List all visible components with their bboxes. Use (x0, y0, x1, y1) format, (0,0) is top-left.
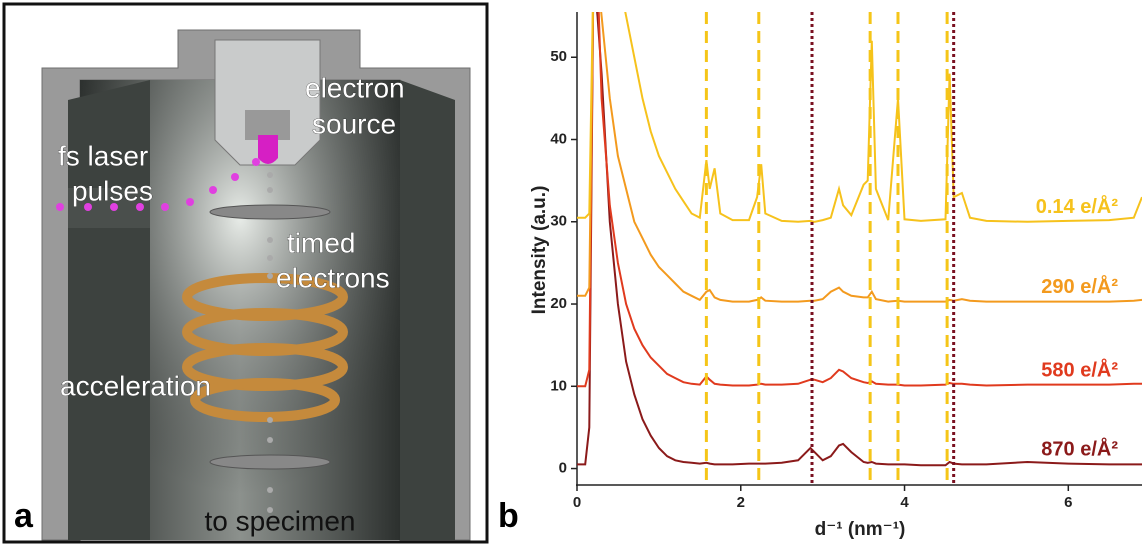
diagram-label: source (312, 108, 396, 139)
series-label: 580 e/Å² (1041, 358, 1118, 382)
coil (182, 273, 348, 422)
plot-area (577, 12, 1142, 485)
y-tick-label: 10 (550, 377, 567, 394)
y-tick-label: 30 (550, 213, 567, 230)
aperture (209, 454, 331, 470)
series-label: 0.14 e/Å² (1036, 194, 1119, 218)
series-label: 870 e/Å² (1041, 437, 1118, 461)
laser-dots (56, 158, 260, 211)
panel-label: b (498, 497, 519, 535)
series-label: 290 e/Å² (1041, 274, 1118, 298)
diagram-label: acceleration (60, 370, 211, 401)
diagram-label: fs laser (58, 140, 148, 171)
x-tick-label: 2 (737, 494, 745, 511)
series-line (577, 12, 1142, 388)
emitter-tip (258, 135, 278, 164)
diagram-label: timed (287, 227, 355, 258)
y-tick-label: 40 (550, 130, 567, 147)
diagram-label: electron (305, 72, 405, 103)
y-tick-label: 20 (550, 295, 567, 312)
aperture (209, 204, 331, 220)
wall-right (400, 80, 455, 540)
diagram-label: to specimen (205, 505, 356, 536)
x-tick-label: 0 (573, 494, 581, 511)
beam-dots (267, 172, 273, 513)
diagram-label: pulses (72, 175, 153, 206)
x-axis-label: d⁻¹ (nm⁻¹) (815, 519, 906, 540)
electron-gun (214, 39, 321, 166)
series-line (577, 12, 1142, 223)
y-axis-label: Intensity (a.u.) (529, 186, 550, 315)
series-line (577, 12, 1142, 467)
panel-a: electron source fs laser pulses timed el… (2, 2, 489, 544)
y-tick-label: 0 (559, 460, 567, 477)
y-tick-label: 50 (550, 48, 567, 65)
panel-label: a (14, 497, 34, 535)
x-tick-label: 6 (1064, 494, 1072, 511)
diagram-label: electrons (276, 262, 390, 293)
x-tick-label: 4 (900, 494, 909, 511)
series-line (577, 12, 1142, 303)
